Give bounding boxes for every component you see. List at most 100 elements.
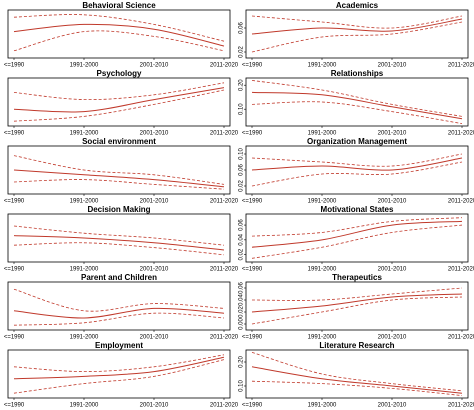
x-tick-label: <=1990 [4,335,25,341]
x-tick-label: 1991-2000 [308,335,337,341]
x-tick-label: 2001-2010 [140,403,169,409]
y-tick-label: 0.20 [239,356,245,368]
series-line [251,287,463,301]
series-line [13,89,225,122]
series-line [251,224,463,259]
x-tick-label: 2001-2010 [378,131,407,137]
series-line [251,21,463,53]
y-tick-label: 0.06 [239,282,245,294]
series-line [251,380,463,396]
x-tick-label: 2001-2010 [378,63,407,69]
x-tick-label: 1991-2000 [70,335,99,341]
x-tick-label: 2001-2010 [378,199,407,205]
series-line [13,179,225,190]
x-tick-label: 1991-2000 [308,267,337,273]
plot-frame [245,281,469,331]
series-line [251,153,463,167]
series-line [251,296,463,325]
plot-frame [7,349,231,399]
x-tick-label: 2011-2020 [448,199,474,205]
series-line [13,312,225,326]
series-line [251,352,463,392]
x-tick-label: 2001-2010 [378,267,407,273]
x-tick-label: 2011-2020 [210,63,239,69]
x-tick-label: <=1990 [4,63,25,69]
x-tick-label: 1991-2000 [308,403,337,409]
series-line [251,101,463,124]
series-line [13,82,225,101]
chart-title: Behavioral Science [82,1,156,10]
x-tick-label: <=1990 [242,267,263,273]
y-tick-label: 0.02 [239,248,245,260]
series-line [13,87,225,113]
series-line [13,155,225,185]
x-tick-label: 2001-2010 [140,131,169,137]
series-line [13,225,225,246]
plot-frame [245,9,469,59]
series-line [251,91,463,120]
plot-frame [245,77,469,127]
series-line [251,80,463,117]
x-tick-label: 1991-2000 [70,199,99,205]
series-line [13,30,225,52]
x-tick-label: 2001-2010 [140,199,169,205]
x-tick-label: 2001-2010 [140,267,169,273]
x-tick-label: <=1990 [242,335,263,341]
plot-frame [245,349,469,399]
chart-title: Employment [95,341,143,350]
chart-title: Motivational States [321,205,394,214]
x-tick-label: 1991-2000 [308,199,337,205]
series-line [251,366,463,394]
series-line [13,356,225,380]
chart-title: Parent and Children [81,273,157,282]
x-tick-label: 2001-2010 [140,63,169,69]
series-line [13,23,225,47]
y-tick-label: 0.10 [239,148,245,160]
x-tick-label: 2011-2020 [210,267,239,273]
series-line [13,14,225,42]
x-tick-label: 1991-2000 [70,63,99,69]
y-tick-label: 0.06 [239,164,245,176]
series-line [251,18,463,35]
series-line [251,293,463,313]
y-tick-label: 0.02 [239,306,245,318]
x-tick-label: <=1990 [4,131,25,137]
x-tick-label: 2001-2010 [378,403,407,409]
x-tick-label: 1991-2000 [308,131,337,137]
plot-frame [7,213,231,263]
x-tick-label: 2011-2020 [448,335,474,341]
x-tick-label: 1991-2000 [308,63,337,69]
y-tick-label: 0.06 [239,219,245,231]
x-tick-label: <=1990 [4,403,25,409]
plot-frame [7,77,231,127]
series-line [251,157,463,171]
x-tick-label: <=1990 [242,199,263,205]
series-line [13,169,225,188]
x-tick-label: 2001-2010 [378,335,407,341]
x-tick-label: 2011-2020 [448,63,474,69]
x-tick-label: 2011-2020 [448,267,474,273]
plot-frame [7,9,231,59]
series-line [13,288,225,312]
plot-frame [245,145,469,195]
x-tick-label: <=1990 [242,63,263,69]
y-tick-label: 0.20 [239,79,245,91]
y-tick-label: 0.04 [239,294,245,306]
series-line [251,15,463,29]
x-tick-label: 1991-2000 [70,131,99,137]
series-line [13,359,225,394]
x-tick-label: 2011-2020 [448,403,474,409]
y-tick-label: 0.02 [239,46,245,58]
y-tick-label: 0.06 [239,22,245,34]
x-tick-label: 2011-2020 [448,131,474,137]
x-tick-label: <=1990 [4,199,25,205]
x-tick-label: 2011-2020 [210,403,239,409]
y-tick-label: 0.02 [239,180,245,192]
series-line [13,307,225,319]
series-line [13,242,225,256]
chart-title: Literature Research [319,341,394,350]
x-tick-label: <=1990 [242,403,263,409]
series-line [13,235,225,251]
chart-title: Academics [336,1,379,10]
